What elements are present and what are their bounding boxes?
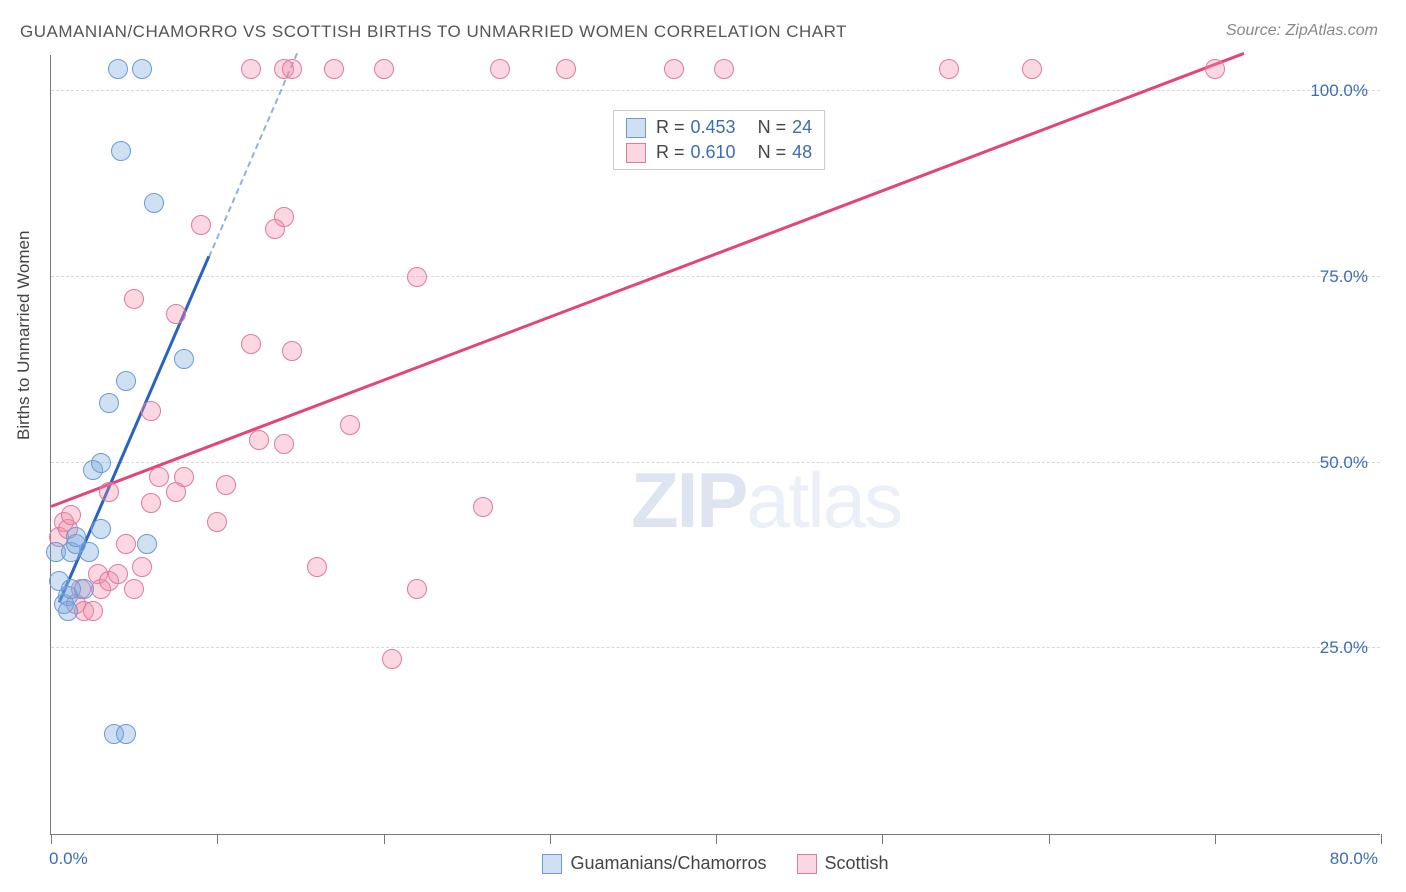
data-point [282,341,302,361]
data-point [99,393,119,413]
legend-label-series-1: Guamanians/Chamorros [570,853,766,874]
y-tick-label: 100.0% [1310,81,1368,101]
data-point [265,219,285,239]
data-point [207,512,227,532]
legend-row-2: R = 0.610 N = 48 [626,140,812,165]
data-point [58,601,78,621]
data-point [83,601,103,621]
data-point [132,557,152,577]
legend-n-label-1: N = [758,115,787,140]
data-point [216,475,236,495]
data-point [91,453,111,473]
data-point [473,497,493,517]
data-point [249,430,269,450]
data-point [124,289,144,309]
legend-swatch-series-1 [542,854,562,874]
data-point [407,579,427,599]
watermark-bold: ZIP [631,456,746,544]
legend-item-1: Guamanians/Chamorros [542,853,766,874]
data-point [111,141,131,161]
data-point [132,59,152,79]
data-point [324,59,344,79]
legend-swatch-series-2 [797,854,817,874]
data-point [1205,59,1225,79]
data-point [166,304,186,324]
data-point [149,467,169,487]
data-point [407,267,427,287]
data-point [556,59,576,79]
chart-title: GUAMANIAN/CHAMORRO VS SCOTTISH BIRTHS TO… [20,22,847,42]
watermark: ZIPatlas [631,455,901,546]
legend-n-value-2: 48 [792,140,812,165]
data-point [99,482,119,502]
data-point [116,724,136,744]
data-point [241,334,261,354]
x-tick-label: 0.0% [49,849,88,869]
data-point [79,542,99,562]
data-point [91,519,111,539]
plot-area: ZIPatlas R = 0.453 N = 24 R = 0.610 N = … [50,55,1380,835]
data-point [116,534,136,554]
legend-row-1: R = 0.453 N = 24 [626,115,812,140]
legend-n-value-1: 24 [792,115,812,140]
data-point [382,649,402,669]
legend-r-value-1: 0.453 [691,115,736,140]
legend-swatch-1 [626,118,646,138]
x-tick-label: 80.0% [1330,849,1378,869]
data-point [141,401,161,421]
gridline-y [51,90,1380,91]
legend-r-label-2: R = [656,140,685,165]
data-point [191,215,211,235]
x-tick [1215,834,1216,844]
data-point [141,493,161,513]
data-point [282,59,302,79]
data-point [241,59,261,79]
data-point [108,564,128,584]
data-point [124,579,144,599]
legend-series: Guamanians/Chamorros Scottish [51,853,1380,874]
data-point [144,193,164,213]
data-point [939,59,959,79]
data-point [307,557,327,577]
data-point [116,371,136,391]
x-tick [217,834,218,844]
data-point [714,59,734,79]
y-tick-label: 50.0% [1320,453,1368,473]
data-point [108,59,128,79]
x-tick [1381,834,1382,844]
data-point [61,505,81,525]
data-point [174,349,194,369]
legend-r-label-1: R = [656,115,685,140]
y-tick-label: 75.0% [1320,267,1368,287]
gridline-y [51,276,1380,277]
x-tick [51,834,52,844]
data-point [374,59,394,79]
legend-label-series-2: Scottish [825,853,889,874]
data-point [174,467,194,487]
legend-correlation-box: R = 0.453 N = 24 R = 0.610 N = 48 [613,110,825,170]
data-point [74,579,94,599]
gridline-y [51,462,1380,463]
data-point [490,59,510,79]
y-axis-title: Births to Unmarried Women [14,231,34,440]
x-tick [1049,834,1050,844]
x-tick [384,834,385,844]
data-point [664,59,684,79]
legend-swatch-2 [626,143,646,163]
y-tick-label: 25.0% [1320,638,1368,658]
x-tick [882,834,883,844]
data-point [340,415,360,435]
data-point [137,534,157,554]
legend-n-label-2: N = [758,140,787,165]
legend-item-2: Scottish [797,853,889,874]
x-tick [716,834,717,844]
watermark-light: atlas [746,456,901,544]
gridline-y [51,647,1380,648]
legend-r-value-2: 0.610 [691,140,736,165]
x-tick [550,834,551,844]
data-point [1022,59,1042,79]
data-point [274,434,294,454]
source-label: Source: ZipAtlas.com [1226,22,1378,40]
